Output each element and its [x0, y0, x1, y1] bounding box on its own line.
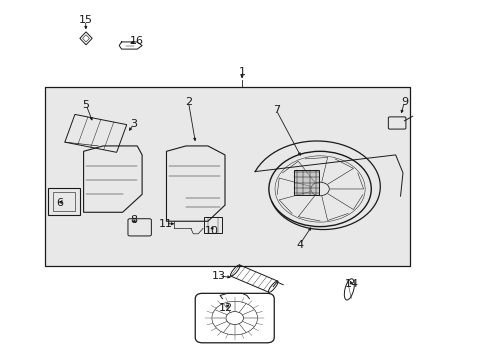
Text: 15: 15 — [79, 15, 92, 26]
Text: 9: 9 — [400, 97, 407, 107]
Text: 14: 14 — [344, 279, 358, 289]
Text: 11: 11 — [158, 219, 172, 229]
Bar — [53, 192, 75, 211]
Text: 2: 2 — [184, 97, 192, 107]
Bar — [293, 170, 319, 195]
Bar — [48, 188, 80, 215]
Text: 10: 10 — [204, 226, 219, 236]
Bar — [293, 170, 319, 195]
Text: 1: 1 — [238, 67, 245, 77]
Text: 5: 5 — [82, 100, 89, 110]
Text: 8: 8 — [129, 215, 137, 225]
Text: 12: 12 — [219, 303, 233, 313]
Text: 3: 3 — [129, 120, 137, 129]
Text: 7: 7 — [272, 105, 279, 115]
Text: 16: 16 — [130, 36, 144, 46]
Text: 13: 13 — [212, 271, 225, 281]
Text: 6: 6 — [57, 198, 63, 208]
Bar — [44, 87, 409, 266]
Bar — [203, 217, 221, 233]
Text: 4: 4 — [295, 239, 303, 249]
